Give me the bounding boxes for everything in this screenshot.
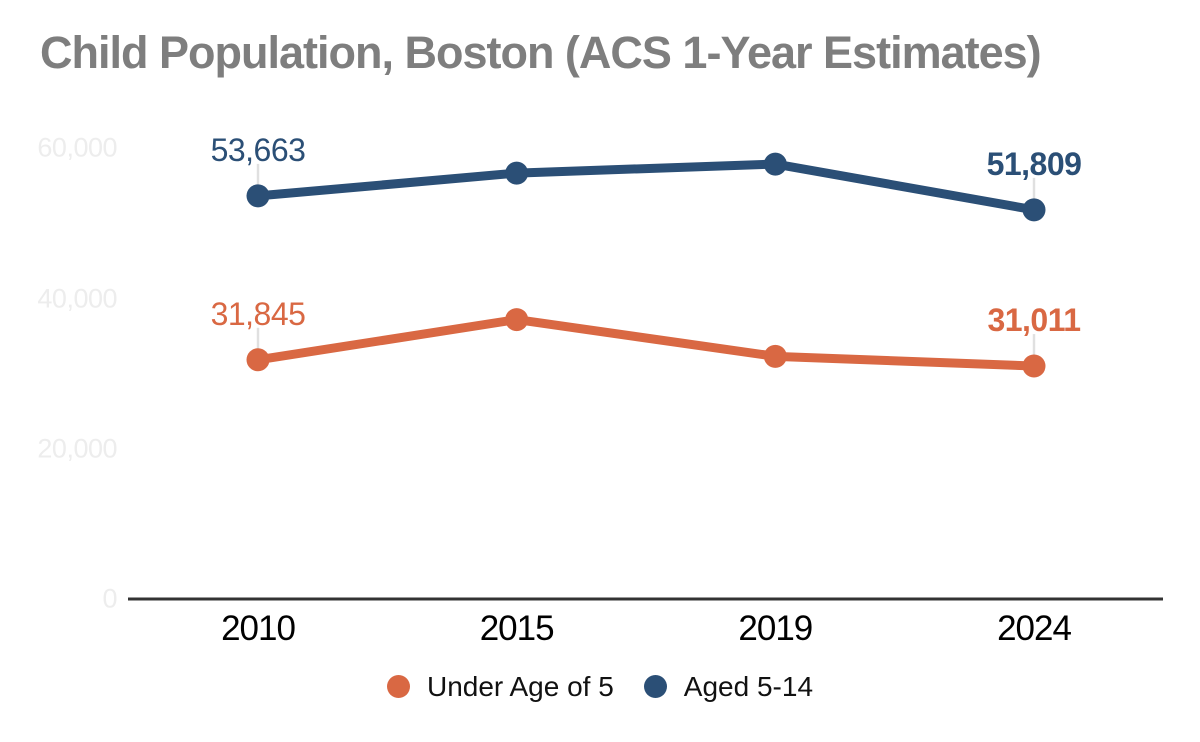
series-line-aged-5-14: [257, 159, 1035, 215]
data-label-under-age-of-5-2010: 31,845: [210, 295, 306, 332]
x-tick-label-2010: 2010: [221, 609, 296, 648]
data-label-aged-5-14-2024: 51,809: [986, 145, 1082, 182]
data-label-aged-5-14-2010: 53,663: [210, 131, 306, 168]
data-point-aged-5-14-2010: [246, 184, 270, 208]
legend-label-under-age-of-5: Under Age of 5: [426, 671, 614, 702]
data-point-under-age-of-5-2010: [246, 348, 270, 372]
data-point-under-age-of-5-2015: [505, 308, 529, 332]
legend-marker-aged-5-14-icon: [643, 675, 667, 699]
legend-item-under-age-of-5: Under Age of 5: [386, 670, 614, 704]
data-point-aged-5-14-2019: [763, 152, 787, 176]
x-tick-label-2024: 2024: [997, 609, 1072, 648]
legend-item-aged-5-14: Aged 5-14: [643, 670, 814, 704]
y-tick-label-40000: 40,000: [37, 283, 117, 314]
series-line-under-age-of-5: [257, 315, 1035, 371]
data-label-under-age-of-5-2024: 31,011: [987, 302, 1081, 339]
data-point-under-age-of-5-2019: [763, 344, 787, 368]
data-point-aged-5-14-2024: [1022, 198, 1046, 222]
x-tick-label-2015: 2015: [479, 609, 555, 648]
y-tick-label-0: 0: [102, 583, 117, 614]
legend: Under Age of 5 Aged 5-14: [0, 670, 1200, 704]
y-tick-label-20000: 20,000: [37, 433, 117, 464]
x-tick-label-2019: 2019: [738, 609, 813, 648]
legend-label-aged-5-14: Aged 5-14: [683, 671, 814, 702]
data-point-under-age-of-5-2024: [1022, 354, 1046, 378]
data-point-aged-5-14-2015: [505, 161, 529, 185]
chart-title: Child Population, Boston (ACS 1-Year Est…: [40, 27, 1042, 78]
y-tick-label-60000: 60,000: [37, 132, 117, 163]
legend-marker-under-age-of-5-icon: [386, 675, 410, 699]
